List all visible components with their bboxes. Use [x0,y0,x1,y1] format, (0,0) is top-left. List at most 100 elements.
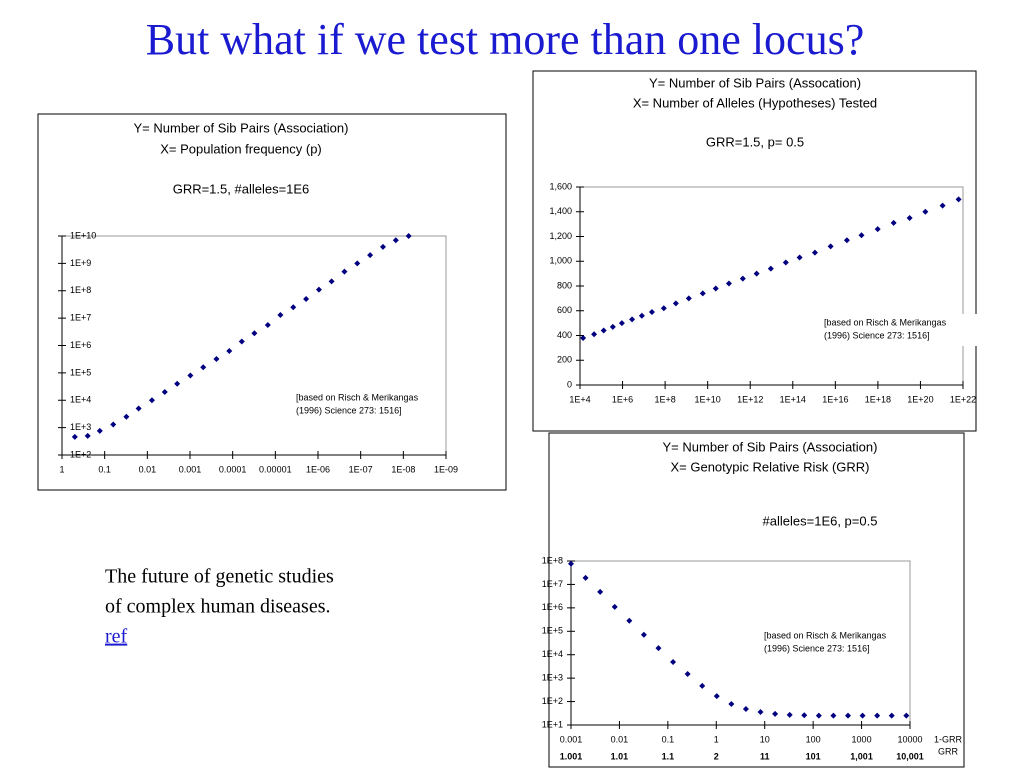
data-point [148,397,155,404]
grr-label: 10,001 [896,751,924,761]
chart-title: #alleles=1E6, p=0.5 [763,513,878,528]
x-tick-label: 0.001 [179,464,202,474]
data-point [405,233,412,239]
data-point [699,290,706,297]
x-tick-label: 1E-06 [306,464,330,474]
grr-label: 2 [714,751,719,761]
data-point [638,312,645,319]
data-point [600,327,607,334]
data-point [801,712,808,719]
data-point [859,712,866,719]
chart-title: X= Number of Alleles (Hypotheses) Tested [633,95,877,110]
data-point [858,232,865,239]
data-point [955,196,962,203]
grr-label: 1,001 [850,751,873,761]
data-point [757,708,764,715]
data-point [786,711,793,718]
annotation: [based on Risch & Merikangas [764,630,887,640]
x-tick-label: 0.1 [98,464,111,474]
data-point [626,617,633,624]
data-point [315,286,322,293]
data-point [187,372,194,379]
data-point [84,432,91,439]
grr-label: 1.01 [611,751,629,761]
annotation: [based on Risch & Merikangas [296,392,419,402]
grr-label: 1.1 [662,751,675,761]
data-point [713,693,720,700]
chart-title: X= Genotypic Relative Risk (GRR) [670,459,869,474]
data-point [655,645,662,652]
data-point [903,712,910,719]
x-tick-label: 10 [760,734,770,744]
data-point [379,243,386,250]
data-point [890,219,897,226]
grr-label: 101 [806,751,821,761]
x-tick-label: 1E+16 [822,394,848,404]
y-tick-label: 1E+8 [70,285,91,295]
body-text: of complex human diseases. [105,596,331,618]
data-point [135,405,142,412]
data-point [251,330,258,337]
x-tick-label: 0.01 [139,464,157,474]
data-point [922,208,929,215]
y-tick-label: 1E+1 [542,719,563,729]
y-tick-label: 0 [567,379,572,389]
x-tick-label: 1E+12 [737,394,763,404]
data-point [728,700,735,707]
y-tick-label: 1,400 [549,206,572,216]
grr-label: 11 [760,751,770,761]
y-tick-label: 1E+8 [542,555,563,565]
data-point [844,712,851,719]
x-tick-label: 0.0001 [219,464,247,474]
x-tick-label: 1E+4 [569,394,590,404]
data-point [264,322,271,329]
data-point [580,334,587,341]
data-point [582,574,589,581]
data-point [742,706,749,713]
chart-frame [548,432,965,768]
data-point [213,356,220,363]
data-point [96,427,103,434]
chart-title: Y= Number of Sib Pairs (Association) [663,439,878,454]
data-point [753,270,760,277]
x-tick-label: 1E+14 [780,394,806,404]
y-tick-label: 1E+4 [542,649,563,659]
chart-frame [532,70,977,432]
data-point [796,254,803,261]
data-point [611,603,618,610]
x-tick-label: 1E+10 [695,394,721,404]
x-tick-label: 1E+6 [612,394,633,404]
data-point [238,338,245,345]
y-tick-label: 1,000 [549,256,572,266]
ref-link[interactable]: ref [105,626,128,648]
annotation: (1996) Science 273: 1516] [296,405,402,415]
x-tick-label: 1E-08 [391,464,415,474]
data-point [843,237,850,244]
x-tick-label: 1E+8 [654,394,675,404]
grr-label: 1.001 [560,751,583,761]
data-point [609,323,616,330]
data-point [874,712,881,719]
y-tick-label: 1E+5 [70,367,91,377]
x-tick-label: 1E-07 [349,464,373,474]
data-point [277,312,284,319]
data-point [226,347,233,354]
chart-title: GRR=1.5, #alleles=1E6 [173,181,310,196]
y-tick-label: 1E+9 [70,258,91,268]
data-point [354,260,361,267]
data-point [670,658,677,665]
y-tick-label: 600 [557,305,572,315]
x-tick-label: 0.01 [611,734,629,744]
data-point [684,671,691,678]
x-tick-label: 1E+22 [950,394,976,404]
data-point [874,226,881,233]
x-tick-label: 1E-09 [434,464,458,474]
y-tick-label: 1E+6 [70,340,91,350]
chart-title: X= Population frequency (p) [160,141,322,156]
chart-title: Y= Number of Sib Pairs (Assocation) [649,75,861,90]
data-point [648,308,655,315]
data-point [827,243,834,250]
y-tick-label: 1E+7 [542,579,563,589]
